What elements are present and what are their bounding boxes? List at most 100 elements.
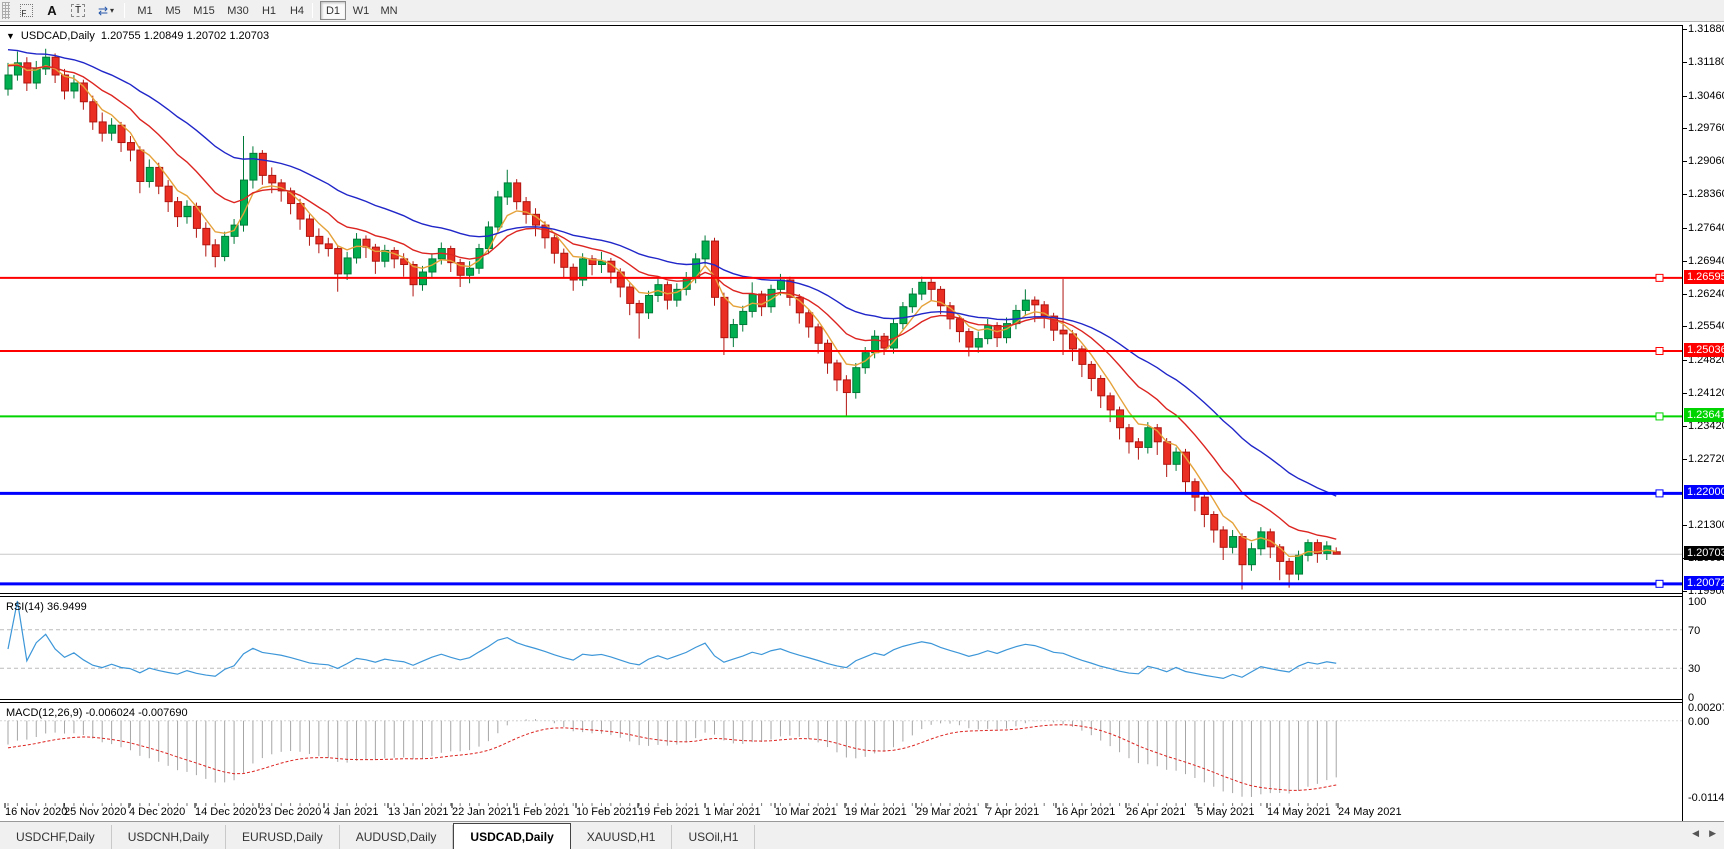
candle (42, 48, 51, 76)
candle (240, 135, 248, 232)
candle-body (1134, 441, 1143, 448)
date-label: 13 Jan 2021 (388, 806, 449, 818)
candle (1163, 438, 1172, 477)
candle-body (164, 185, 173, 203)
date-label: 4 Dec 2020 (129, 806, 186, 818)
price-axis[interactable]: 1.31880 1.31180 1.30460 1.29760 1.29060 1.283… (1682, 23, 1724, 821)
chart-tab-xauusd[interactable]: XAUUSD,H1 (571, 825, 673, 849)
candle-body (918, 281, 927, 295)
chart-tab-usdcnh[interactable]: USDCNH,Daily (112, 825, 227, 849)
fibonacci-tool-button[interactable]: F (16, 1, 36, 20)
axis-tick-mark (1683, 161, 1687, 163)
chart-title[interactable]: ▼ USDCAD,Daily 1.20755 1.20849 1.20702 1… (6, 30, 269, 42)
candle (588, 255, 597, 276)
line-handle[interactable] (1655, 579, 1664, 588)
timeframe-button-h1[interactable]: H1 (261, 4, 277, 17)
candle-body (852, 367, 861, 394)
candle-body (4, 74, 13, 90)
candle-body (1068, 333, 1077, 350)
chart-tab-usdchf[interactable]: USDCHF,Daily (0, 825, 112, 849)
line-handle[interactable] (1655, 412, 1664, 421)
candle-body (1266, 531, 1275, 548)
candle (447, 245, 456, 273)
candle (381, 244, 390, 268)
candle (4, 62, 13, 96)
candle-body (32, 68, 41, 84)
axis-tick-mark (1683, 425, 1687, 427)
chart-tab-audusd[interactable]: AUDUSD,Daily (340, 825, 454, 849)
toolbar-grip[interactable] (2, 2, 10, 19)
date-label: 22 Jan 2021 (452, 806, 513, 818)
text-box-tool-button[interactable]: T (68, 1, 88, 20)
candle (579, 253, 588, 287)
candle-body (268, 174, 277, 184)
timeframe-button-m15[interactable]: M15 (193, 4, 215, 17)
timeframe-button-w1[interactable]: W1 (352, 4, 370, 17)
candle (532, 208, 541, 237)
text-label-tool-button[interactable]: A (42, 1, 62, 20)
candle-body (889, 323, 898, 349)
candle (984, 318, 993, 345)
candle (937, 286, 946, 315)
scroll-left-icon[interactable]: ◀ (1692, 828, 1700, 838)
line-handle[interactable] (1655, 346, 1664, 355)
axis-tick-label: 1.25540 (1688, 320, 1724, 333)
candle (805, 309, 814, 338)
symbol-dropdown-icon[interactable]: ▼ (6, 31, 15, 41)
candle-body (61, 74, 70, 92)
candle-body (560, 252, 569, 268)
line-handle[interactable] (1655, 273, 1664, 282)
chart-tab-usoil[interactable]: USOil,H1 (672, 825, 756, 849)
arrows-tool-button[interactable]: ⇄ ▾ (92, 1, 120, 20)
rsi-axis-label: 100 (1688, 596, 1707, 608)
candle-body (739, 310, 748, 326)
candle-body (42, 56, 51, 70)
candle-body (1003, 323, 1012, 339)
timeframe-button-m5[interactable]: M5 (165, 4, 181, 17)
timeframe-button-m1[interactable]: M1 (137, 4, 153, 17)
candle (1219, 526, 1228, 560)
axis-tick-label: 1.22720 (1688, 452, 1724, 465)
candle-body (1219, 529, 1228, 548)
candle (1238, 533, 1247, 590)
candle-body (701, 240, 710, 260)
candle (466, 261, 475, 284)
candle-body (1116, 409, 1125, 429)
rsi-chart (0, 600, 1682, 680)
moving-average-slow (7, 48, 1337, 497)
candle-body (1087, 363, 1096, 379)
axis-tick-label: 1.21300 (1688, 519, 1724, 532)
candle-body (833, 362, 842, 381)
candle-body (155, 166, 164, 187)
macd-panel[interactable]: MACD(12,26,9) -0.006024 -0.007690 (0, 703, 1682, 803)
timeframe-button-h4[interactable]: H4 (289, 4, 305, 17)
chart-tab-usdcad[interactable]: USDCAD,Daily (453, 823, 571, 849)
candle-body (240, 179, 248, 226)
price-badge: 1.23641 (1684, 408, 1724, 423)
candle-body (51, 56, 60, 76)
panel-splitter[interactable] (0, 699, 1724, 703)
arrows-icon: ⇄ (97, 3, 109, 18)
time-axis[interactable]: 16 Nov 2020 25 Nov 2020 4 Dec 2020 14 Dec 2… (0, 803, 1682, 821)
timeframe-button-d1[interactable]: D1 (320, 1, 346, 20)
candle (1097, 375, 1106, 409)
candle-body (23, 62, 32, 84)
timeframe-button-mn[interactable]: MN (380, 4, 398, 17)
candle (522, 196, 531, 224)
candle (833, 359, 842, 392)
timeframe-button-m30[interactable]: M30 (227, 4, 249, 17)
candle (164, 180, 173, 212)
chart-tab-eurusd[interactable]: EURUSD,Daily (226, 825, 340, 849)
candle-body (1172, 451, 1181, 465)
candle-body (805, 312, 814, 328)
panel-splitter[interactable] (0, 593, 1724, 597)
rsi-panel[interactable]: RSI(14) 36.9499 (0, 597, 1682, 699)
price-panel[interactable]: ▼ USDCAD,Daily 1.20755 1.20849 1.20702 1… (0, 25, 1682, 593)
candle-body (1210, 513, 1219, 531)
candle-body (183, 205, 192, 218)
line-handle[interactable] (1655, 489, 1664, 498)
rsi-line (7, 600, 1337, 680)
scroll-right-icon[interactable]: ▶ (1709, 828, 1716, 838)
date-label: 10 Feb 2021 (576, 806, 638, 818)
